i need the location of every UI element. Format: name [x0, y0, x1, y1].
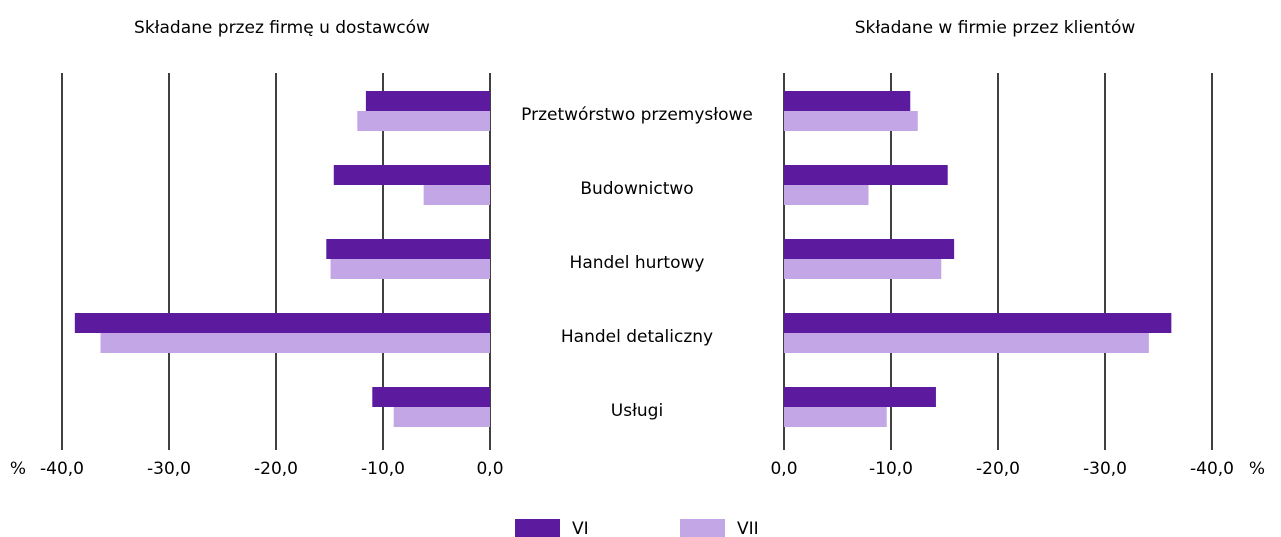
- bar: [74, 313, 490, 333]
- x-tick-label: -20,0: [254, 459, 298, 479]
- bar: [365, 91, 490, 111]
- x-tick-label: -30,0: [1083, 459, 1127, 479]
- category-label: Usługi: [611, 401, 663, 421]
- bar: [784, 91, 911, 111]
- x-tick-label: -20,0: [976, 459, 1020, 479]
- legend-swatch: [680, 519, 725, 537]
- bar: [333, 165, 490, 185]
- legend-label: VI: [572, 519, 589, 537]
- category-label: Handel hurtowy: [570, 253, 705, 273]
- x-tick-label: 0,0: [476, 459, 503, 479]
- chart-title: Składane w firmie przez klientów: [855, 18, 1136, 38]
- x-tick-label: 0,0: [770, 459, 797, 479]
- category-label: Przetwórstwo przemysłowe: [521, 105, 753, 125]
- bar: [784, 259, 942, 279]
- bar: [100, 333, 491, 353]
- bar: [784, 407, 887, 427]
- x-tick-label: -10,0: [361, 459, 405, 479]
- x-tick-label: -40,0: [40, 459, 84, 479]
- bar: [372, 387, 490, 407]
- bar: [784, 185, 869, 205]
- bar: [784, 333, 1149, 353]
- x-tick-label: -10,0: [869, 459, 913, 479]
- bar: [393, 407, 490, 427]
- legend-label: VII: [737, 519, 759, 537]
- bar: [784, 239, 955, 259]
- legend-swatch: [515, 519, 560, 537]
- bar: [784, 387, 936, 407]
- x-tick-label: -40,0: [1190, 459, 1234, 479]
- category-label: Budownictwo: [580, 179, 693, 199]
- bar: [784, 313, 1172, 333]
- x-tick-label: -30,0: [147, 459, 191, 479]
- unit-label: %: [1249, 459, 1265, 479]
- bar: [423, 185, 490, 205]
- category-label: Handel detaliczny: [561, 327, 713, 347]
- bar: [357, 111, 490, 131]
- bar: [326, 239, 490, 259]
- bar: [784, 111, 918, 131]
- chart-title: Składane przez firmę u dostawców: [134, 18, 430, 38]
- unit-label: %: [10, 459, 26, 479]
- bar: [784, 165, 948, 185]
- bar: [330, 259, 490, 279]
